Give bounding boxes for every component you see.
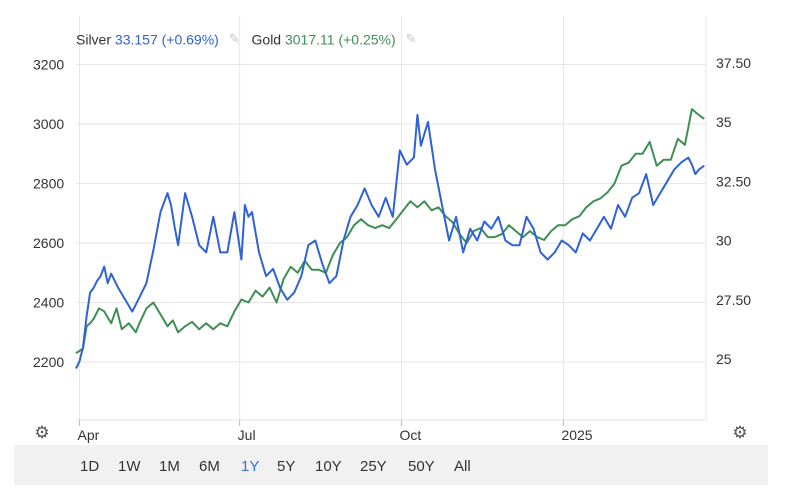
legend-gold-name: Gold: [251, 31, 282, 48]
legend-gold-change: (+0.25%): [338, 31, 396, 48]
right-tick-label: 27.50: [716, 292, 751, 308]
gear-icon[interactable]: ⚙: [732, 423, 748, 442]
x-tick-label: Oct: [400, 427, 422, 443]
range-button-50y[interactable]: 50Y: [408, 458, 435, 475]
legend-silver-change: (+0.69%): [161, 31, 219, 48]
right-axis-ticks: 25 27.50 30 32.50 35 37.50: [716, 55, 751, 367]
chart-legend: Silver 33.157 (+0.69%) ✎ Gold 3017.11 (+…: [76, 30, 424, 47]
range-button-1d[interactable]: 1D: [80, 458, 100, 475]
left-axis-ticks: 2200 2400 2600 2800 3000 3200: [33, 57, 64, 371]
pencil-icon[interactable]: ✎: [228, 31, 240, 47]
left-tick-label: 2800: [33, 176, 64, 192]
gear-icon[interactable]: ⚙: [34, 423, 50, 442]
right-tick-label: 32.50: [716, 173, 751, 189]
series-lines: [75, 108, 705, 369]
left-tick-label: 2400: [33, 295, 64, 311]
range-button-1w[interactable]: 1W: [118, 458, 141, 475]
pencil-icon[interactable]: ✎: [405, 31, 417, 47]
series-line-silver: [75, 113, 705, 369]
range-button-5y[interactable]: 5Y: [277, 458, 296, 475]
chart-gridlines: [76, 16, 707, 421]
left-tick-label: 3000: [33, 116, 64, 132]
range-button-all[interactable]: All: [454, 458, 471, 475]
range-button-1y[interactable]: 1Y: [241, 458, 260, 475]
x-tick-label: Jul: [238, 427, 256, 443]
right-tick-label: 35: [716, 114, 732, 130]
right-tick-label: 30: [716, 233, 732, 249]
right-tick-label: 37.50: [716, 55, 751, 71]
legend-silver-value: 33.157: [114, 31, 158, 48]
range-button-25y[interactable]: 25Y: [360, 458, 387, 475]
range-button-10y[interactable]: 10Y: [315, 458, 342, 475]
range-button-6m[interactable]: 6M: [199, 458, 220, 475]
right-tick-label: 25: [716, 351, 732, 367]
x-tick-label: Apr: [78, 427, 100, 443]
left-tick-label: 3200: [33, 57, 64, 73]
series-line-gold: [75, 108, 705, 354]
range-button-1m[interactable]: 1M: [159, 458, 180, 475]
legend-gold-value: 3017.11: [284, 31, 335, 48]
left-tick-label: 2600: [33, 235, 64, 251]
x-axis-ticks: Apr Jul Oct 2025: [78, 420, 593, 443]
x-tick-label: 2025: [561, 427, 592, 443]
left-tick-label: 2200: [33, 354, 64, 370]
legend-silver-name: Silver: [76, 31, 112, 48]
time-range-bar: 1D 1W 1M 6M 1Y 5Y 10Y 25Y 50Y All: [14, 445, 768, 485]
